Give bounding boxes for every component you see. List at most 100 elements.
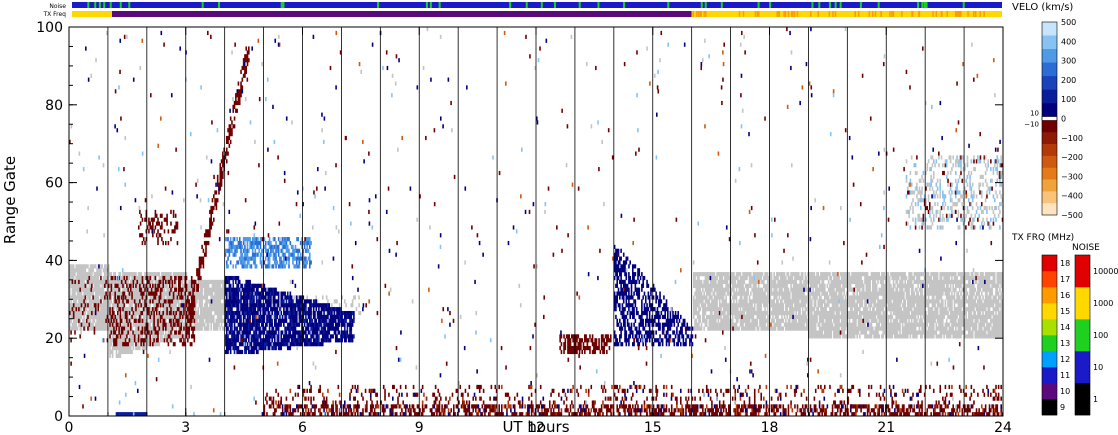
- heatmap-cell: [702, 314, 704, 320]
- heatmap-cell: [183, 314, 185, 320]
- heatmap-cell: [823, 307, 826, 312]
- heatmap-cell: [89, 295, 92, 300]
- heatmap-cell: [965, 291, 967, 296]
- heatmap-cell: [752, 272, 755, 277]
- heatmap-cell: [726, 307, 729, 312]
- heatmap-cell: [753, 310, 756, 316]
- heatmap-cell: [120, 303, 123, 308]
- heatmap-cell: [722, 291, 725, 296]
- heatmap-cell: [908, 310, 910, 316]
- heatmap-cell: [775, 295, 778, 300]
- heatmap-cell: [131, 272, 133, 277]
- heatmap-cell: [207, 299, 210, 304]
- heatmap-cell: [731, 272, 734, 277]
- heatmap-cell: [795, 272, 798, 277]
- heatmap-cell: [163, 307, 166, 312]
- heatmap-cell: [142, 303, 145, 308]
- heatmap-cell: [849, 295, 852, 300]
- heatmap-cell: [857, 322, 860, 327]
- heatmap-cell: [733, 322, 735, 327]
- heatmap-cell: [743, 275, 746, 281]
- heatmap-cell: [791, 272, 794, 277]
- heatmap-cell: [707, 287, 709, 292]
- heatmap-cell: [727, 287, 730, 292]
- heatmap-cell: [977, 330, 979, 335]
- heatmap-cell: [162, 307, 164, 312]
- heatmap-cell: [799, 314, 801, 320]
- heatmap-cell: [964, 318, 966, 323]
- heatmap-cell: [829, 330, 831, 335]
- heatmap-cell: [786, 303, 788, 308]
- heatmap-cell: [831, 314, 834, 320]
- heatmap-cell: [934, 330, 936, 335]
- heatmap-cell: [69, 268, 71, 273]
- txfreq-row-mark: [940, 11, 943, 17]
- heatmap-cell: [716, 272, 718, 277]
- heatmap-cell: [909, 334, 912, 339]
- heatmap-cell: [899, 310, 901, 316]
- heatmap-cell: [189, 287, 192, 292]
- heatmap-cell: [111, 283, 114, 288]
- heatmap-cell: [835, 322, 838, 327]
- heatmap-cell: [194, 303, 197, 308]
- heatmap-cell: [890, 334, 892, 339]
- heatmap-cell: [778, 272, 781, 277]
- heatmap-cell: [734, 283, 737, 288]
- heatmap-cell: [903, 283, 905, 288]
- heatmap-cell: [708, 275, 711, 281]
- heatmap-cell: [897, 314, 900, 320]
- heatmap-cell: [185, 295, 188, 300]
- heatmap-cell: [694, 322, 696, 327]
- heatmap-cell: [894, 322, 896, 327]
- heatmap-cell: [699, 326, 702, 331]
- heatmap-cell: [713, 291, 716, 296]
- heatmap-cell: [739, 318, 742, 323]
- heatmap-cell: [916, 310, 918, 316]
- heatmap-cell: [215, 299, 218, 304]
- heatmap-cell: [215, 326, 218, 331]
- heatmap-cell: [830, 283, 833, 288]
- heatmap-cell: [139, 330, 141, 335]
- heatmap-cell: [766, 291, 769, 296]
- heatmap-cell: [158, 275, 161, 281]
- heatmap-cell: [827, 287, 830, 292]
- heatmap-cell: [152, 322, 154, 327]
- heatmap-cell: [838, 291, 840, 296]
- heatmap-cell: [129, 307, 132, 312]
- heatmap-cell: [726, 283, 729, 288]
- heatmap-cell: [785, 283, 787, 288]
- heatmap-cell: [351, 299, 354, 304]
- heatmap-cell: [966, 283, 969, 288]
- heatmap-cell: [76, 314, 79, 320]
- heatmap-cell: [133, 303, 136, 308]
- heatmap-cell: [187, 291, 189, 296]
- heatmap-cell: [740, 326, 743, 331]
- heatmap-cell: [724, 303, 726, 308]
- heatmap-cell: [852, 334, 855, 339]
- heatmap-cell: [855, 326, 857, 331]
- heatmap-cell: [781, 299, 783, 304]
- heatmap-cell: [161, 275, 163, 281]
- heatmap-cell: [886, 279, 888, 285]
- heatmap-cell: [97, 295, 100, 300]
- heatmap-cell: [753, 307, 756, 312]
- heatmap-cell: [923, 307, 926, 312]
- heatmap-cell: [918, 295, 921, 300]
- heatmap-cell: [857, 318, 860, 323]
- heatmap-cell: [708, 299, 711, 304]
- heatmap-cell: [102, 326, 105, 331]
- heatmap-cell: [866, 310, 869, 316]
- heatmap-cell: [170, 314, 172, 320]
- heatmap-cell: [800, 299, 803, 304]
- noise-row-mark: [280, 2, 283, 8]
- heatmap-cell: [852, 303, 855, 308]
- heatmap-cell: [899, 314, 901, 320]
- heatmap-cell: [816, 291, 818, 296]
- heatmap-cell: [770, 287, 773, 292]
- heatmap-cell: [71, 268, 74, 273]
- heatmap-cell: [129, 318, 132, 323]
- heatmap-cell: [105, 303, 107, 308]
- heatmap-cell: [210, 326, 212, 331]
- heatmap-cell: [848, 279, 851, 285]
- heatmap-cell: [206, 279, 209, 285]
